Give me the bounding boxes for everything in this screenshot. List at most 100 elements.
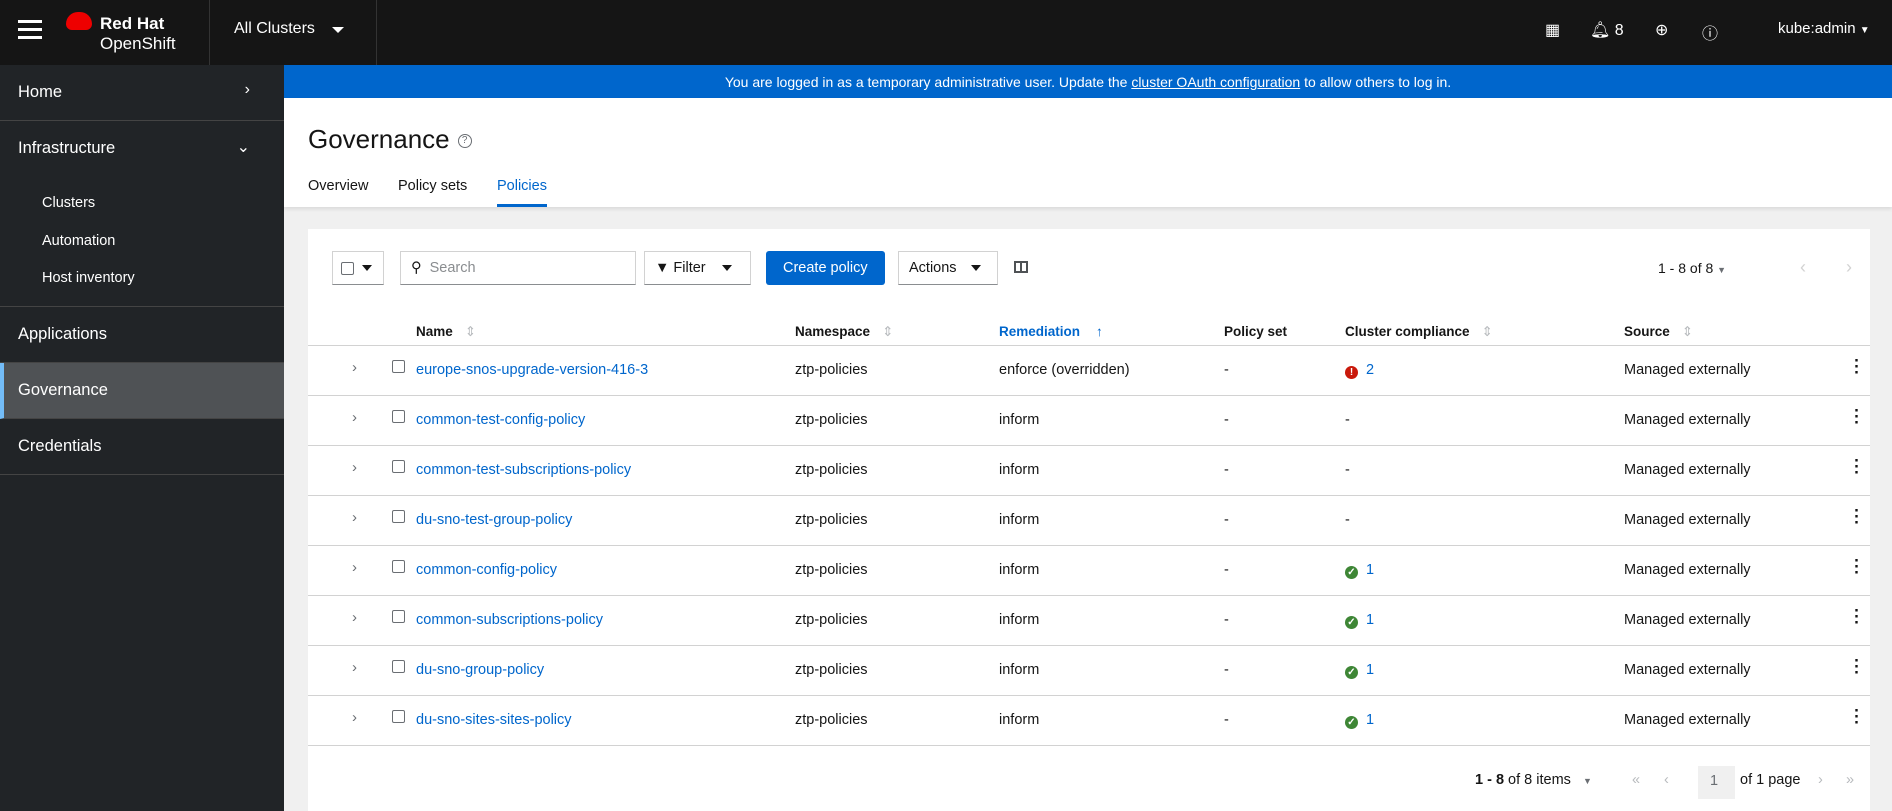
- compliance-count-link[interactable]: 1: [1366, 612, 1375, 628]
- notifications-button[interactable]: 🔔︎ 8: [1590, 20, 1624, 40]
- compliance-count-link[interactable]: 2: [1366, 362, 1375, 378]
- row-checkbox[interactable]: [392, 560, 405, 573]
- row-checkbox[interactable]: [392, 460, 405, 473]
- help-icon[interactable]: ⓘ: [1702, 26, 1719, 43]
- kebab-menu-icon[interactable]: · · ·: [1854, 601, 1860, 632]
- table-row: › common-subscriptions-policy ztp-polici…: [308, 596, 1870, 646]
- checkbox-icon: [341, 261, 354, 275]
- sidebar-item-applications[interactable]: Applications: [0, 307, 284, 363]
- row-checkbox[interactable]: [392, 710, 405, 723]
- sidebar-item-governance[interactable]: Governance: [0, 362, 284, 419]
- table-row: › common-test-subscriptions-policy ztp-p…: [308, 446, 1870, 496]
- kebab-menu-icon[interactable]: · · ·: [1854, 451, 1860, 482]
- first-page-icon[interactable]: «: [1632, 772, 1641, 788]
- page-header: Governance? Overview Policy sets Policie…: [284, 98, 1892, 207]
- kebab-menu-icon[interactable]: · · ·: [1854, 351, 1860, 382]
- policy-name-link[interactable]: common-test-subscriptions-policy: [416, 462, 632, 478]
- next-page-icon[interactable]: ›: [1818, 772, 1823, 788]
- expand-row-icon[interactable]: ›: [352, 359, 357, 376]
- search-input[interactable]: ⚲ Search: [400, 251, 636, 285]
- sidebar-item-automation[interactable]: Automation: [42, 232, 116, 249]
- sidebar-item-infrastructure[interactable]: Infrastructure ⌄: [0, 121, 284, 177]
- expand-row-icon[interactable]: ›: [352, 409, 357, 426]
- column-cluster-compliance[interactable]: Cluster compliance ⇕: [1345, 324, 1493, 340]
- row-checkbox[interactable]: [392, 610, 405, 623]
- hamburger-menu-icon[interactable]: [18, 20, 42, 40]
- sidebar-item-host-inventory[interactable]: Host inventory: [42, 270, 135, 286]
- manage-columns-icon[interactable]: [1014, 261, 1028, 273]
- expand-row-icon[interactable]: ›: [352, 659, 357, 676]
- create-policy-button[interactable]: Create policy: [766, 251, 885, 285]
- row-checkbox[interactable]: [392, 660, 405, 673]
- compliance-cell: ! 2: [1345, 362, 1374, 379]
- caret-down-icon: [721, 264, 732, 276]
- user-name: kube:admin: [1778, 20, 1856, 37]
- sidebar-item-home[interactable]: Home ›: [0, 65, 284, 121]
- kebab-menu-icon[interactable]: · · ·: [1854, 651, 1860, 682]
- compliance-count-link[interactable]: 1: [1366, 562, 1375, 578]
- policy-name-link[interactable]: common-config-policy: [416, 562, 558, 578]
- policy-name-link[interactable]: common-subscriptions-policy: [416, 612, 603, 628]
- kebab-menu-icon[interactable]: · · ·: [1854, 401, 1860, 432]
- tab-overview[interactable]: Overview: [308, 178, 369, 194]
- kebab-menu-icon[interactable]: · · ·: [1854, 551, 1860, 582]
- column-label: Name: [416, 324, 453, 339]
- policy-name-link[interactable]: du-sno-group-policy: [416, 662, 545, 678]
- policy-name-link[interactable]: du-sno-sites-sites-policy: [416, 712, 572, 728]
- kebab-menu-icon[interactable]: · · ·: [1854, 701, 1860, 732]
- add-icon[interactable]: ⊕: [1655, 22, 1669, 39]
- row-checkbox[interactable]: [392, 410, 405, 423]
- policy-name-link[interactable]: europe-snos-upgrade-version-416-3: [416, 362, 649, 378]
- page-number-input[interactable]: 1: [1698, 766, 1735, 799]
- expand-row-icon[interactable]: ›: [352, 609, 357, 626]
- compliance-value: -: [1345, 462, 1350, 478]
- tab-policies[interactable]: Policies: [497, 178, 547, 207]
- remediation-cell: inform: [999, 562, 1040, 578]
- tab-policy-sets[interactable]: Policy sets: [398, 178, 468, 194]
- help-icon[interactable]: ?: [457, 134, 472, 149]
- source-cell: Managed externally: [1624, 562, 1751, 578]
- check-circle-icon: ✓: [1345, 716, 1358, 729]
- kebab-menu-icon[interactable]: · · ·: [1854, 501, 1860, 532]
- column-source[interactable]: Source ⇕: [1624, 324, 1693, 340]
- expand-row-icon[interactable]: ›: [352, 459, 357, 476]
- column-name[interactable]: Name ⇕: [416, 324, 476, 340]
- policy-name-link[interactable]: common-test-config-policy: [416, 412, 586, 428]
- compliance-value: -: [1345, 412, 1350, 428]
- app-launcher-icon[interactable]: ▦: [1545, 22, 1561, 39]
- search-placeholder: Search: [429, 260, 476, 276]
- cluster-selector[interactable]: All Clusters: [209, 0, 377, 65]
- actions-label: Actions: [909, 260, 957, 276]
- caret-down-icon: [332, 27, 344, 39]
- column-namespace[interactable]: Namespace ⇕: [795, 324, 893, 340]
- caret-down-icon: ▼: [1859, 25, 1870, 36]
- sidebar-item-credentials[interactable]: Credentials: [0, 419, 284, 475]
- last-page-icon[interactable]: »: [1846, 772, 1855, 788]
- check-circle-icon: ✓: [1345, 616, 1358, 629]
- bottom-pagination-toggle[interactable]: 1 - 8 of 8 items ▼: [1475, 772, 1592, 788]
- compliance-cell: -: [1345, 512, 1350, 528]
- column-remediation[interactable]: Remediation ↑: [999, 324, 1103, 339]
- policy-name-link[interactable]: du-sno-test-group-policy: [416, 512, 573, 528]
- source-cell: Managed externally: [1624, 512, 1751, 528]
- row-checkbox[interactable]: [392, 360, 405, 373]
- actions-dropdown[interactable]: Actions: [898, 251, 998, 285]
- namespace-cell: ztp-policies: [795, 412, 868, 428]
- compliance-count-link[interactable]: 1: [1366, 662, 1375, 678]
- next-page-icon[interactable]: ›: [1846, 257, 1852, 277]
- bulk-select[interactable]: [332, 251, 384, 285]
- oauth-config-link[interactable]: cluster OAuth configuration: [1131, 74, 1301, 90]
- expand-row-icon[interactable]: ›: [352, 559, 357, 576]
- compliance-count-link[interactable]: 1: [1366, 712, 1375, 728]
- user-menu[interactable]: kube:admin ▼: [1778, 20, 1870, 37]
- top-pagination-toggle[interactable]: 1 - 8 of 8 ▼: [1658, 260, 1726, 276]
- previous-page-icon[interactable]: ‹: [1664, 772, 1669, 788]
- expand-row-icon[interactable]: ›: [352, 709, 357, 726]
- row-checkbox[interactable]: [392, 510, 405, 523]
- expand-row-icon[interactable]: ›: [352, 509, 357, 526]
- filter-dropdown[interactable]: ▼ Filter: [644, 251, 751, 285]
- sidebar-item-clusters[interactable]: Clusters: [42, 195, 96, 211]
- caret-down-icon: [362, 264, 372, 276]
- previous-page-icon[interactable]: ‹: [1800, 257, 1806, 277]
- compliance-cell: ✓ 1: [1345, 712, 1374, 729]
